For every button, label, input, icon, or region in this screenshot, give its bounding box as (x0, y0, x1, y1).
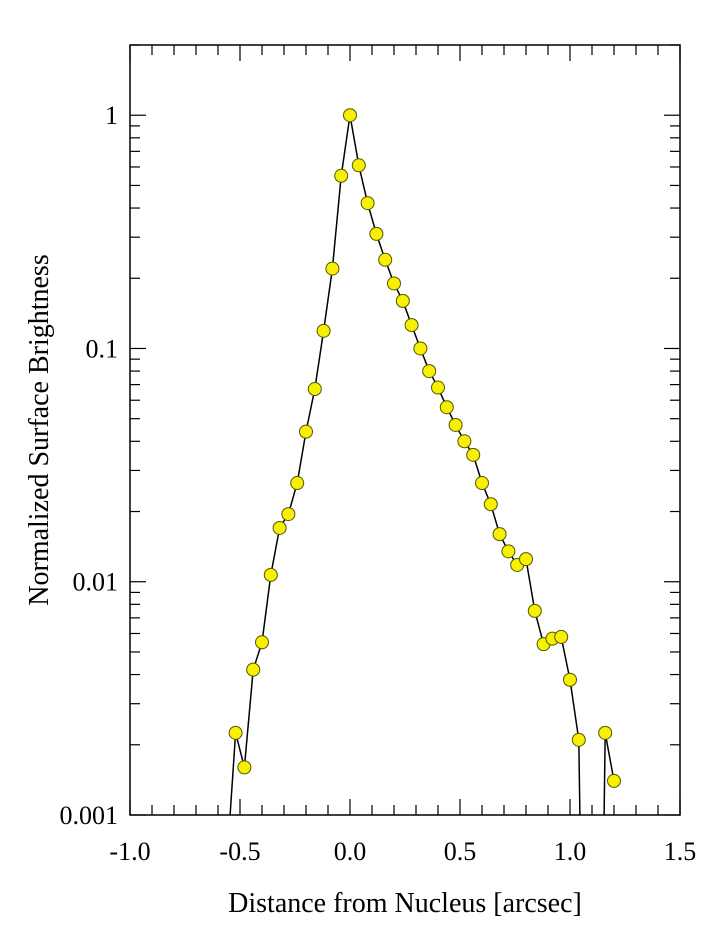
data-point (404, 318, 419, 333)
data-point (422, 364, 437, 379)
data-point (237, 760, 252, 775)
data-point (255, 635, 269, 650)
data-point (519, 552, 533, 567)
data-point (563, 672, 577, 687)
y-tick-label: 0.1 (86, 334, 119, 363)
axis-ticks (129, 44, 681, 816)
data-point (598, 725, 613, 740)
data-point (466, 447, 481, 462)
data-point (325, 261, 340, 276)
y-tick-label: 0.001 (60, 801, 119, 830)
data-point (448, 417, 463, 432)
data-point (228, 725, 243, 740)
data-points (228, 108, 621, 788)
data-point (334, 168, 349, 183)
x-tick-label: 0.5 (444, 837, 477, 866)
data-point (457, 434, 472, 449)
data-point (554, 629, 569, 644)
data-point (501, 544, 516, 559)
series-line (229, 115, 615, 816)
data-point (290, 476, 305, 491)
data-point (571, 732, 586, 747)
data-point (387, 276, 401, 291)
data-point (492, 527, 507, 542)
y-tick-label: 1 (105, 101, 118, 130)
data-point (360, 196, 375, 211)
x-tick-label: -1.0 (109, 837, 150, 866)
data-point (307, 382, 322, 397)
y-tick-labels: 0.001 0.01 0.1 1 (60, 101, 119, 830)
data-point (272, 520, 287, 535)
data-point (527, 603, 542, 618)
data-point (281, 507, 296, 522)
data-point (369, 226, 384, 241)
x-tick-label: 1.5 (664, 837, 697, 866)
data-point (299, 424, 313, 439)
data-point (246, 662, 261, 677)
data-point (483, 497, 498, 512)
y-tick-label: 0.01 (73, 568, 119, 597)
x-tick-label: 0.0 (334, 837, 367, 866)
x-tick-label: 1.0 (554, 837, 587, 866)
x-axis-title: Distance from Nucleus [arcsec] (228, 888, 582, 919)
data-point (439, 400, 454, 415)
data-point (263, 567, 278, 582)
data-point (431, 380, 445, 395)
plot-frame (129, 44, 681, 816)
y-axis-title: Normalized Surface Brightness (24, 254, 55, 605)
data-point (351, 158, 366, 173)
data-point (343, 108, 357, 123)
data-point (475, 476, 489, 491)
x-tick-label: -0.5 (219, 837, 260, 866)
data-point (395, 293, 410, 308)
data-point (378, 252, 393, 267)
x-tick-labels: -1.0 -0.5 0.0 0.5 1.0 1.5 (109, 837, 696, 866)
data-point (413, 341, 428, 356)
data-point (607, 773, 621, 788)
data-point (316, 323, 331, 338)
